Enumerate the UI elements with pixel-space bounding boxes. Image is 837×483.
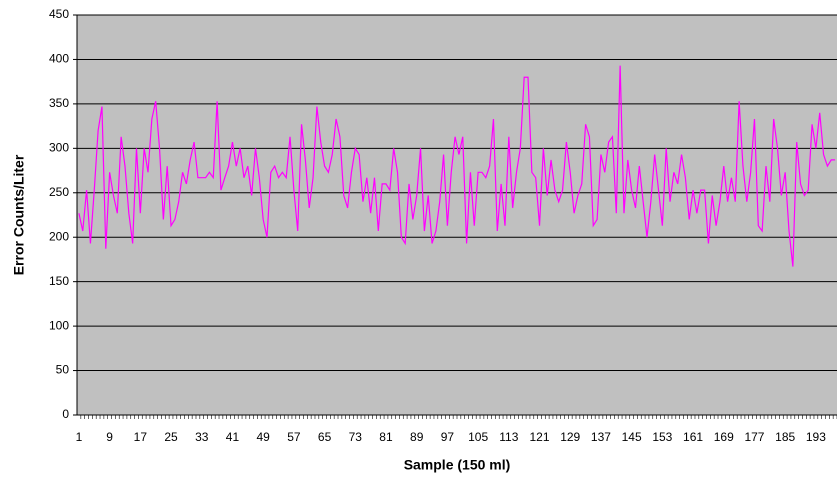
- x-tick-label: 105: [468, 430, 488, 444]
- data-line: [78, 65, 836, 267]
- x-tick-label: 177: [744, 430, 764, 444]
- y-tick-label: 200: [49, 229, 69, 243]
- y-tick-label: 400: [49, 52, 69, 66]
- y-tick-label: 250: [49, 185, 69, 199]
- x-tick-label: 185: [775, 430, 795, 444]
- x-tick-label: 1: [76, 430, 83, 444]
- x-tick-label: 57: [287, 430, 301, 444]
- y-tick-label: 350: [49, 96, 69, 110]
- x-tick-label: 145: [622, 430, 642, 444]
- x-axis-title: Sample (150 ml): [404, 457, 511, 473]
- x-tick-label: 89: [410, 430, 424, 444]
- y-tick-label: 50: [56, 363, 70, 377]
- x-tick-label: 49: [256, 430, 270, 444]
- x-tick-label: 73: [349, 430, 363, 444]
- x-tick-label: 129: [560, 430, 580, 444]
- x-tick-label: 153: [652, 430, 672, 444]
- x-tick-label: 41: [226, 430, 240, 444]
- x-tick-label: 137: [591, 430, 611, 444]
- x-tick-label: 65: [318, 430, 332, 444]
- y-axis-title: Error Counts/Liter: [11, 154, 27, 275]
- y-tick-label: 0: [62, 407, 69, 421]
- x-tick-label: 25: [164, 430, 178, 444]
- x-tick-label: 169: [714, 430, 734, 444]
- plot-area: [77, 15, 837, 415]
- x-tick-label: 17: [134, 430, 148, 444]
- x-tick-label: 33: [195, 430, 209, 444]
- x-tick-label: 9: [106, 430, 113, 444]
- x-tick-label: 161: [683, 430, 703, 444]
- x-tick-label: 193: [806, 430, 826, 444]
- x-tick-label: 81: [379, 430, 393, 444]
- x-tick-label: 97: [441, 430, 455, 444]
- x-tick-label: 121: [530, 430, 550, 444]
- y-tick-label: 300: [49, 141, 69, 155]
- y-tick-label: 150: [49, 274, 69, 288]
- x-tick-label: 113: [499, 430, 518, 444]
- y-tick-label: 100: [49, 318, 69, 332]
- y-tick-label: 450: [49, 7, 69, 21]
